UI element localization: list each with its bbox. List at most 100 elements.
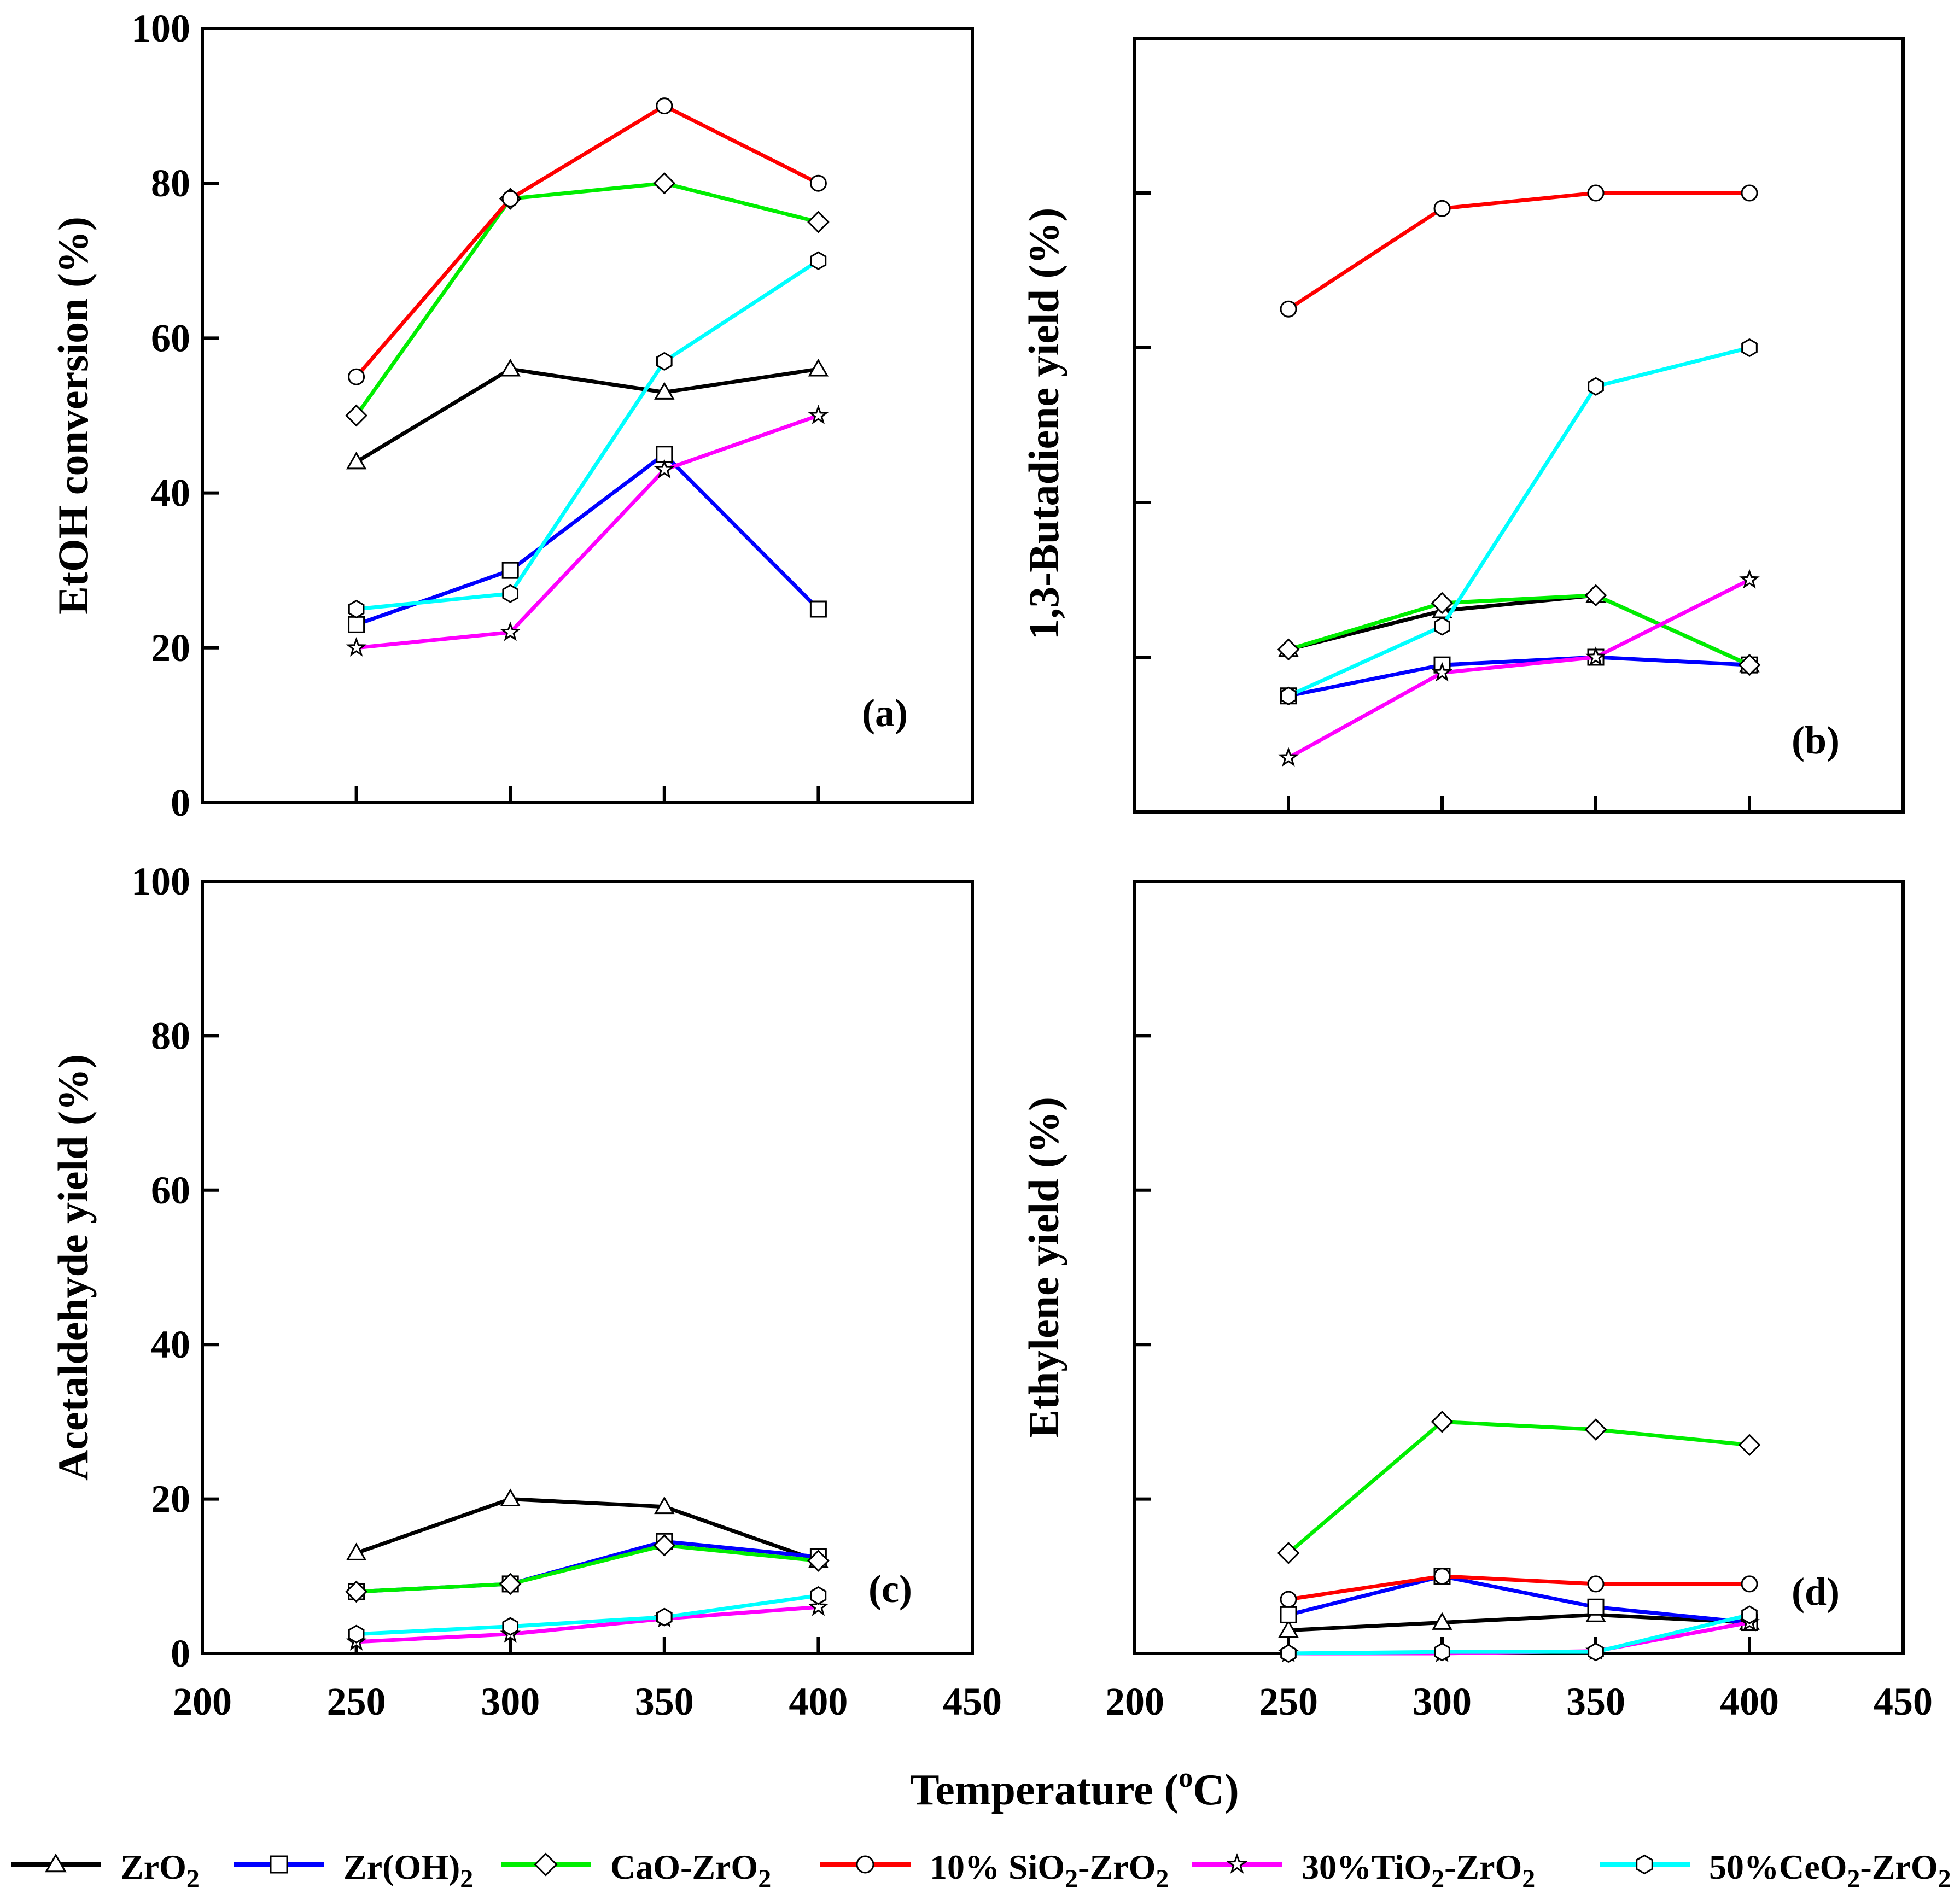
series-sio2 xyxy=(1280,1568,1758,1608)
legend-marker xyxy=(1226,1853,1248,1874)
data-point xyxy=(1738,1434,1761,1457)
legend-marker xyxy=(856,1855,874,1874)
panel-b: 1,3-Butadiene yield (%) (b) xyxy=(1020,37,1905,814)
data-point xyxy=(1587,1598,1605,1616)
data-point xyxy=(1434,1642,1450,1662)
y-tick-label: 80 xyxy=(151,161,190,205)
data-point xyxy=(1433,1568,1451,1585)
y-tick-label: 80 xyxy=(151,1014,190,1057)
series-line xyxy=(1288,1574,1749,1601)
data-point xyxy=(348,1624,365,1644)
series-line xyxy=(1288,655,1750,698)
series-zroh2 xyxy=(348,446,827,633)
data-point xyxy=(1280,686,1297,705)
series-line xyxy=(354,181,819,417)
panel-label: (a) xyxy=(862,691,908,735)
legend: ZrO2 Zr(OH)2 CaO-ZrO2 10% SiO2-ZrO2 30%TiO2-… xyxy=(11,1848,1951,1893)
data-point xyxy=(656,97,673,115)
legend-item-tio2: 30%TiO2-ZrO2 xyxy=(1192,1848,1535,1893)
x-tick-label: 300 xyxy=(1413,1680,1472,1723)
x-tick-label: 200 xyxy=(1105,1680,1164,1723)
y-axis-title: Acetaldehyde yield (%) xyxy=(49,1054,97,1481)
data-point xyxy=(1739,569,1760,589)
legend-marker xyxy=(45,1853,67,1873)
data-point xyxy=(499,1573,522,1595)
series-zroh2 xyxy=(1280,648,1758,705)
data-point xyxy=(1433,200,1451,217)
data-point xyxy=(345,404,368,427)
series-ceo2 xyxy=(1280,1605,1758,1663)
series-line xyxy=(1287,1419,1750,1555)
panel-label: (d) xyxy=(1792,1570,1840,1614)
plot-frame xyxy=(201,27,974,804)
data-point xyxy=(809,600,827,618)
y-tick-label: 60 xyxy=(151,316,190,360)
data-point xyxy=(1280,300,1297,318)
data-point xyxy=(1431,1411,1454,1433)
data-point xyxy=(1280,1606,1297,1623)
x-tick-label: 400 xyxy=(1720,1680,1779,1723)
data-point xyxy=(1588,377,1604,396)
panel-d: 200 250 300 350 400 450 Ethylene yield (%) (d) xyxy=(1020,880,1933,1723)
series-line xyxy=(355,367,819,464)
plots: 0 20 40 60 80 100 EtOH conversion (%) (a) 1,3-Bu… xyxy=(49,7,1933,1723)
data-point xyxy=(807,1550,830,1572)
plot-frame xyxy=(1133,37,1905,814)
data-point xyxy=(1584,584,1607,607)
series-tio2 xyxy=(346,405,829,657)
x-tick-label: 250 xyxy=(327,1680,386,1723)
data-point xyxy=(654,459,675,479)
data-point xyxy=(1278,747,1299,767)
data-point xyxy=(656,352,673,371)
y-axis-title: EtOH conversion (%) xyxy=(49,217,97,615)
data-point xyxy=(1280,1644,1297,1663)
x-tick-label: 250 xyxy=(1259,1680,1318,1723)
x-axis-title: Temperature (oC) xyxy=(910,1762,1239,1814)
series-line xyxy=(1287,593,1751,667)
legend-item-sio2: 10% SiO2-ZrO2 xyxy=(820,1848,1169,1893)
legend-item-ceo2: 50%CeO2-ZrO2 xyxy=(1600,1848,1951,1893)
legend-marker xyxy=(1636,1854,1653,1875)
legend-item-zro2: ZrO2 xyxy=(11,1848,200,1893)
data-point xyxy=(809,174,827,192)
data-point xyxy=(1741,338,1758,358)
data-point xyxy=(348,616,365,633)
data-point xyxy=(1584,1418,1607,1441)
data-point xyxy=(346,1542,367,1560)
series-line xyxy=(355,452,820,627)
legend-item-cao: CaO-ZrO2 xyxy=(501,1848,771,1893)
data-point xyxy=(1277,638,1300,661)
data-point xyxy=(502,1617,519,1636)
series-line xyxy=(356,259,820,611)
data-point xyxy=(502,584,519,603)
data-point xyxy=(653,172,676,195)
series-cao xyxy=(1277,584,1761,676)
series-line xyxy=(1287,346,1750,698)
y-tick-label: 60 xyxy=(151,1168,190,1212)
data-point xyxy=(346,636,367,657)
data-point xyxy=(348,368,365,385)
data-point xyxy=(1432,1612,1452,1630)
data-point xyxy=(500,358,521,377)
panel-label: (c) xyxy=(868,1567,912,1611)
y-tick-label: 0 xyxy=(171,781,190,825)
series-zro2 xyxy=(1278,1604,1760,1638)
x-tick-label: 400 xyxy=(789,1680,848,1723)
series-line xyxy=(1287,191,1749,311)
data-point xyxy=(654,1496,675,1515)
data-point xyxy=(1277,1542,1300,1564)
data-point xyxy=(1280,1591,1297,1608)
y-tick-label: 0 xyxy=(171,1632,190,1675)
data-point xyxy=(810,251,827,270)
data-point xyxy=(653,1534,676,1557)
data-point xyxy=(808,405,829,425)
series-sio2 xyxy=(348,97,827,385)
y-axis-title: Ethylene yield (%) xyxy=(1020,1097,1068,1438)
data-point xyxy=(1741,184,1758,202)
y-tick-label: 40 xyxy=(151,471,190,515)
x-tick-label: 350 xyxy=(1566,1680,1625,1723)
panel-label: (b) xyxy=(1792,718,1840,762)
series-line xyxy=(1288,1612,1750,1633)
data-point xyxy=(1434,617,1450,636)
x-tick-label: 350 xyxy=(635,1680,694,1723)
